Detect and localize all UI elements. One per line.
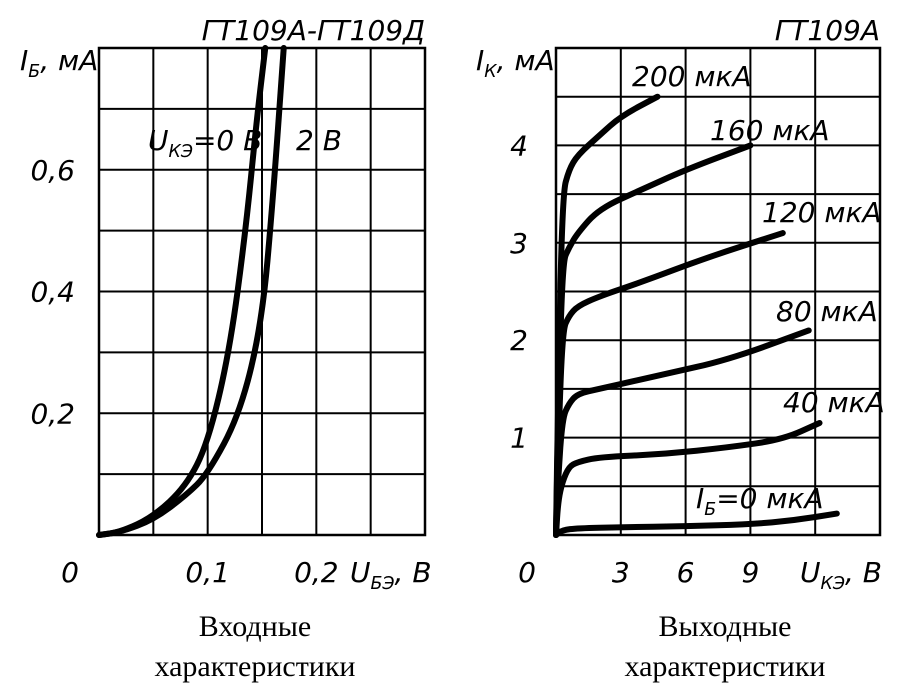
grid: [99, 48, 425, 535]
series-label: 2 В: [296, 124, 342, 157]
plot-frame: [554, 46, 882, 537]
plot-frame: [97, 46, 427, 537]
x-tick-label: 0,1: [185, 556, 230, 589]
series-label: 80 мкА: [776, 295, 878, 328]
series-label: 200 мкА: [632, 60, 752, 93]
series-line: [553, 419, 823, 538]
chart-title: ГТ109А: [775, 14, 880, 47]
series-label: 40 мкА: [783, 386, 885, 419]
caption-line-2: характеристики: [624, 650, 825, 683]
caption-line-2: характеристики: [154, 650, 355, 683]
x-tick-label: 9: [741, 556, 759, 589]
caption-line-1: Входные: [199, 610, 311, 643]
caption-line-1: Выходные: [659, 610, 792, 643]
y-tick-label: 3: [510, 227, 528, 260]
y-tick-label: 1: [510, 422, 528, 455]
series-line: [553, 510, 840, 538]
x-axis-label: UБЭ, В: [350, 556, 432, 594]
grid: [556, 48, 880, 535]
series-label: 120 мкА: [762, 196, 882, 229]
x-axis-label: UКЭ, В: [800, 556, 882, 594]
series-line: [553, 327, 812, 538]
y-tick-label: 2: [510, 324, 528, 357]
y-axis-label: IБ, мА: [20, 44, 98, 82]
origin-label: 0: [518, 556, 536, 589]
series-label: IБ=0 мкА: [696, 482, 824, 520]
x-tick-label: 0,2: [294, 556, 339, 589]
y-tick-label: 0,6: [30, 154, 75, 187]
series-label: UКЭ=0 В: [148, 124, 262, 162]
origin-label: 0: [61, 556, 79, 589]
y-tick-label: 0,2: [30, 397, 75, 430]
chart-title: ГТ109А-ГТ109Д: [202, 14, 425, 47]
series-line: [96, 45, 287, 538]
y-tick-label: 4: [510, 129, 528, 162]
chart-panel-2: ГТ109А IК, мА UКЭ, В 0 1 2 3 4 3 6 9 200 мкА 160 мкА…: [476, 14, 885, 683]
chart-panel-1: ГТ109А-ГТ109Д IБ, мА UБЭ, В 0 0,2 0,4 0,6 0,1 0,…: [20, 14, 432, 683]
y-axis-label: IК, мА: [476, 44, 555, 82]
x-tick-label: 6: [677, 556, 695, 589]
x-tick-label: 3: [612, 556, 630, 589]
y-tick-label: 0,4: [30, 276, 75, 309]
series-label: 160 мкА: [710, 114, 830, 147]
